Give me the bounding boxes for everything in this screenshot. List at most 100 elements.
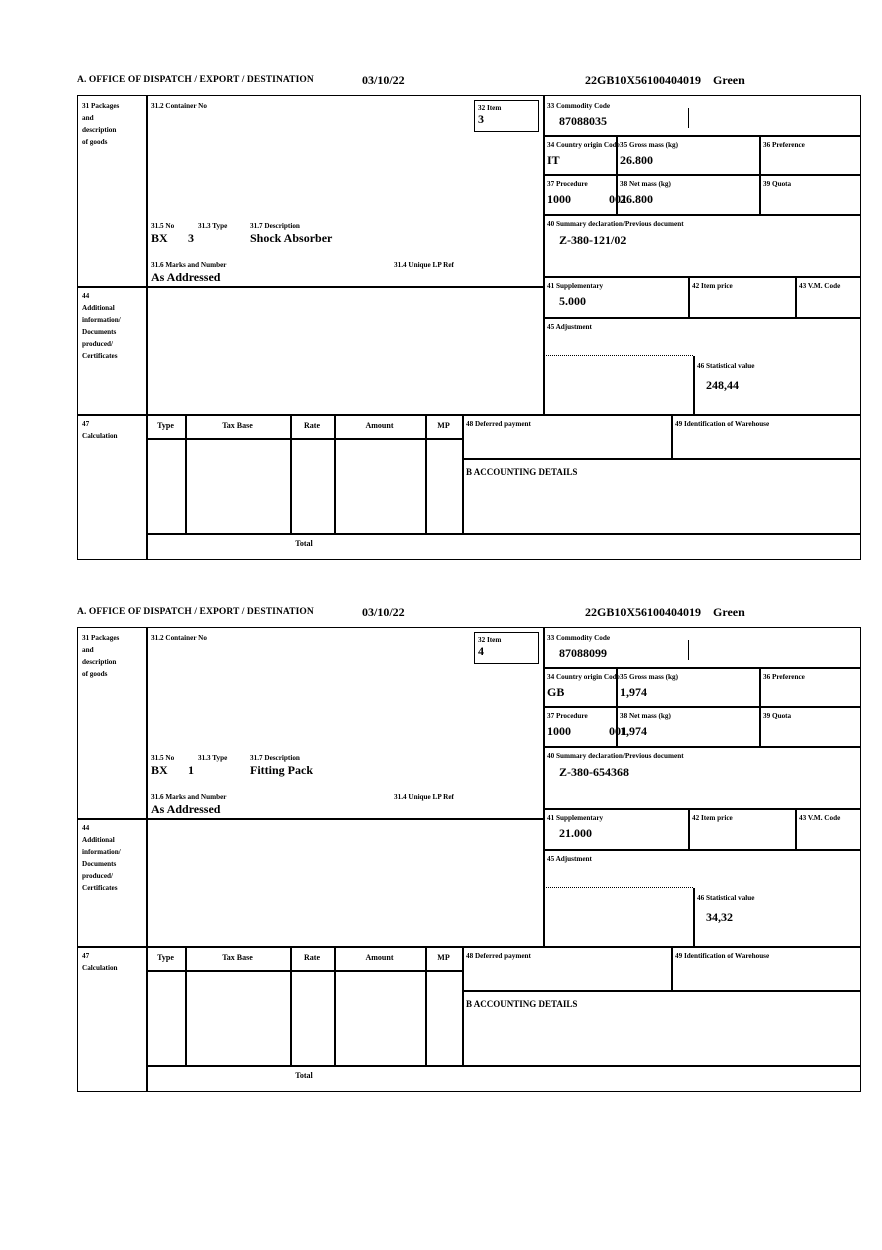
calc-column-amount: Amount (365, 953, 394, 962)
calc-column-rate: Rate (304, 953, 320, 962)
box45-adjustment-label: 45 Adjustment (547, 323, 592, 331)
box44-label-line2: Additional (82, 836, 115, 844)
divider-total-top (146, 1065, 860, 1067)
box47-label-line2: Calculation (82, 432, 118, 440)
divider-right-column (543, 628, 545, 946)
mrn-value: 22GB10X56100404019 (585, 605, 702, 619)
mrn-and-lane: 22GB10X56100404019 Green (585, 605, 745, 620)
divider-box46-left (693, 356, 695, 414)
mrn-value: 22GB10X56100404019 (585, 73, 702, 87)
box48-deferred-payment-label: 48 Deferred payment (466, 952, 531, 960)
box43-vm-code-label: 43 V.M. Code (799, 814, 841, 822)
box31-6-marks-value: As Addressed (151, 802, 221, 816)
calc-column-tax-base: Tax Base (222, 953, 253, 962)
boxB-accounting-details-label: B ACCOUNTING DETAILS (466, 467, 578, 477)
divider-calc-rate (334, 946, 336, 1065)
box37-procedure-label: 37 Procedure (547, 712, 588, 720)
box32-item-label: 32 Item (478, 636, 502, 644)
calc-total-label: Total (295, 1071, 313, 1080)
box41-supplementary-label: 41 Supplementary (547, 814, 604, 822)
divider-box41-42 (688, 808, 690, 849)
declaration-date: 03/10/22 (362, 73, 405, 87)
box40-previous-document-value: Z-380-654368 (559, 765, 629, 779)
box36-preference-label: 36 Preference (763, 673, 805, 681)
divider-box40-bottom (543, 808, 860, 810)
divider-box31-bottom (78, 818, 543, 820)
box43-vm-code-label: 43 V.M. Code (799, 282, 841, 290)
calc-total-label: Total (295, 539, 313, 548)
box31-label-line1: 31 Packages (82, 102, 120, 110)
divider-box37-bottom (543, 214, 860, 216)
box32-item-value: 3 (478, 112, 484, 126)
box31-3-package-count-value: 1 (188, 763, 194, 777)
box31-6-marks-label: 31.6 Marks and Number (151, 793, 227, 801)
box35-gross-mass-value: 1,974 (620, 685, 647, 699)
box44-label-line6: Certificates (82, 352, 118, 360)
box33-tick-mark (688, 108, 690, 128)
box31-label-line1: 31 Packages (82, 634, 120, 642)
box31-7-description-value: Shock Absorber (250, 231, 333, 245)
box35-gross-mass-label: 35 Gross mass (kg) (620, 673, 678, 681)
box39-quota-label: 39 Quota (763, 180, 792, 188)
box45-dotted-top-divider (543, 887, 693, 888)
box31-label-line2: and (82, 646, 94, 654)
box32-item-label: 32 Item (478, 104, 502, 112)
sad-form-item-3: A. OFFICE OF DISPATCH / EXPORT / DESTINA… (77, 73, 861, 560)
office-of-dispatch-label: A. OFFICE OF DISPATCH / EXPORT / DESTINA… (77, 75, 314, 85)
box38-net-mass-label: 38 Net mass (kg) (620, 712, 671, 720)
calc-column-mp: MP (437, 953, 450, 962)
calc-column-tax-base: Tax Base (222, 421, 253, 430)
box46-statistical-value: 34,32 (706, 910, 733, 924)
box33-commodity-code-label: 33 Commodity Code (547, 102, 611, 110)
box31-3-package-count-value: 3 (188, 231, 194, 245)
divider-box42-43 (795, 276, 797, 317)
box44-label-line3: information/ (82, 848, 121, 856)
box46-statistical-value-label: 46 Statistical value (697, 894, 755, 902)
box31-3-type-label: 31.3 Type (198, 754, 228, 762)
calc-column-amount: Amount (365, 421, 394, 430)
box45-dotted-top-divider (543, 355, 693, 356)
box37-procedure-value-b: 001 (609, 724, 627, 738)
box47-label-line1: 47 (82, 420, 90, 428)
box49-warehouse-label: 49 Identification of Warehouse (675, 952, 770, 960)
box33-commodity-code-value: 87088035 (559, 114, 607, 128)
calc-column-type: Type (157, 953, 174, 962)
box42-item-price-label: 42 Item price (692, 814, 733, 822)
box31-4-lpref-label: 31.4 Unique LP Ref (394, 261, 454, 269)
sad-form-item-4: A. OFFICE OF DISPATCH / EXPORT / DESTINA… (77, 605, 861, 1092)
box36-preference-label: 36 Preference (763, 141, 805, 149)
box31-6-marks-label: 31.6 Marks and Number (151, 261, 227, 269)
divider-calc-type (185, 414, 187, 533)
divider-box48-bottom (462, 990, 860, 992)
divider-box40-bottom (543, 276, 860, 278)
box41-supplementary-value: 21.000 (559, 826, 592, 840)
box33-commodity-code-label: 33 Commodity Code (547, 634, 611, 642)
box31-label-line3: description (82, 658, 117, 666)
box31-3-type-label: 31.3 Type (198, 222, 228, 230)
divider-left-column (146, 96, 148, 559)
box44-label-line5: produced/ (82, 340, 114, 348)
box37-procedure-label: 37 Procedure (547, 180, 588, 188)
box49-warehouse-label: 49 Identification of Warehouse (675, 420, 770, 428)
box46-statistical-value-label: 46 Statistical value (697, 362, 755, 370)
box39-quota-label: 39 Quota (763, 712, 792, 720)
box31-label-line2: and (82, 114, 94, 122)
box44-label-line1: 44 (82, 824, 90, 832)
box40-previous-document-label: 40 Summary declaration/Previous document (547, 752, 684, 760)
box35-gross-mass-value: 26.800 (620, 153, 653, 167)
divider-right-column (543, 96, 545, 414)
box48-deferred-payment-label: 48 Deferred payment (466, 420, 531, 428)
box44-label-line1: 44 (82, 292, 90, 300)
box40-previous-document-value: Z-380-121/02 (559, 233, 627, 247)
divider-box33-bottom (543, 667, 860, 669)
divider-calc-type (185, 946, 187, 1065)
box37-procedure-value-a: 1000 (547, 724, 571, 738)
box47-label-line1: 47 (82, 952, 90, 960)
box33-tick-mark (688, 640, 690, 660)
divider-box42-43 (795, 808, 797, 849)
form-body: 31 Packages and description of goods 31.… (77, 627, 861, 1092)
box31-7-description-value: Fitting Pack (250, 763, 313, 777)
box31-7-description-label: 31.7 Description (250, 222, 300, 230)
box32-item-value: 4 (478, 644, 484, 658)
divider-box49-left (671, 946, 673, 990)
